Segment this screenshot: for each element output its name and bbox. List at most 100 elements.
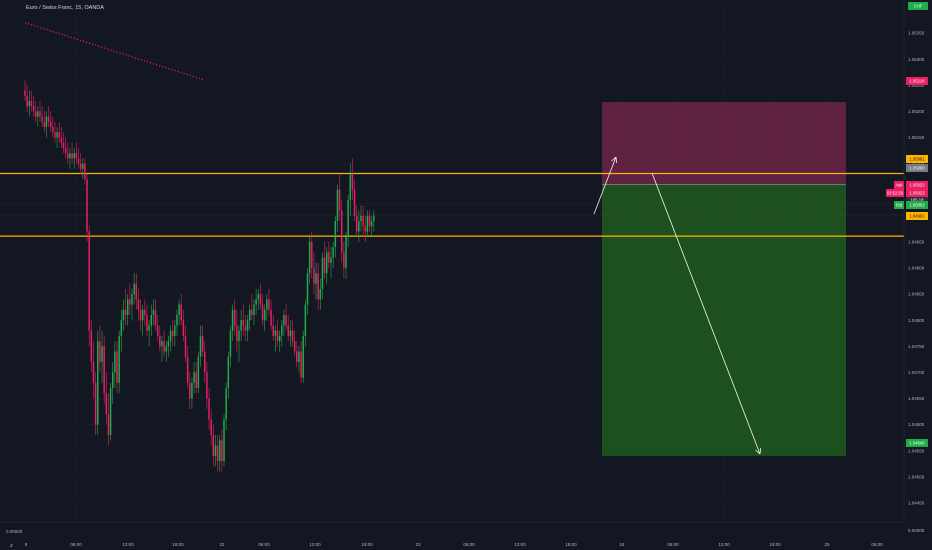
candle-body	[126, 299, 129, 315]
candle-body	[101, 346, 103, 362]
price-tick: 1.04450	[908, 501, 925, 506]
candle-body	[325, 252, 328, 274]
candle-body	[345, 236, 347, 268]
timezone-badge[interactable]: Z	[10, 543, 13, 548]
candle-body	[353, 189, 356, 216]
tag-last-label-bg	[894, 201, 904, 209]
candle-body	[146, 314, 148, 331]
time-tick: 23	[415, 542, 421, 547]
candle-body	[283, 314, 285, 326]
right-bottom-tick: 0.00000	[908, 528, 925, 533]
candle-body	[238, 330, 240, 342]
candle-body	[73, 153, 75, 159]
candle-body	[47, 116, 50, 122]
candle-body	[201, 335, 204, 352]
candle-body	[278, 335, 281, 342]
candle-body	[296, 351, 298, 362]
arrow-line	[593, 156, 617, 215]
time-tick: 06:00	[258, 542, 270, 547]
arrow-head	[755, 449, 761, 455]
time-tick: 18:00	[361, 542, 373, 547]
price-tick: 1.04650	[908, 396, 925, 401]
candle-body	[246, 320, 249, 331]
candle-body	[154, 309, 157, 326]
candle-body	[208, 398, 210, 420]
candle-body	[255, 299, 257, 305]
tag-upper-level: 1.05081	[906, 155, 928, 163]
time-tick: 06:00	[463, 542, 475, 547]
candle-body	[103, 346, 105, 394]
candle-body	[212, 435, 215, 456]
candle-body	[69, 153, 71, 159]
tag-ask-value: 1.05023	[909, 183, 925, 188]
candle-body	[191, 382, 193, 399]
candle-body	[43, 121, 46, 128]
candle-body	[328, 252, 330, 263]
time-tick: 12:00	[122, 542, 134, 547]
candle-body	[210, 419, 212, 436]
candle-body	[351, 174, 354, 190]
price-tick: 1.04800	[908, 318, 925, 323]
tag-stop: 1.05218	[906, 77, 928, 85]
candle-body	[107, 414, 110, 436]
price-tick: 1.05250	[908, 83, 925, 88]
candle-body	[319, 288, 322, 300]
candle-body	[77, 158, 80, 164]
candle-body	[298, 351, 300, 362]
candle-body	[195, 372, 197, 389]
candle-body	[317, 273, 319, 300]
candle-body	[139, 309, 142, 321]
candle-body	[227, 356, 230, 389]
tag-upper-level-bg	[906, 155, 928, 163]
candle-body	[180, 304, 182, 321]
candle-body	[223, 419, 225, 462]
tag-stop-bg	[906, 77, 928, 85]
candle-body	[268, 299, 270, 310]
candle-body	[28, 100, 31, 107]
candle-body	[116, 351, 118, 383]
tag-target-bg	[906, 439, 928, 447]
candle-body	[362, 215, 364, 227]
candle-body	[124, 309, 127, 315]
candle-body	[34, 111, 37, 117]
candle-body	[135, 283, 138, 300]
candle-body	[60, 137, 63, 143]
tag-entry-bg	[906, 164, 928, 172]
price-tick: 1.04850	[908, 292, 925, 297]
candle-body	[253, 304, 255, 315]
candle-body	[313, 268, 315, 284]
tag-stop-value: 1.05218	[909, 79, 925, 84]
candle-body	[360, 215, 362, 222]
candle-body	[169, 330, 172, 342]
candle-body	[30, 100, 33, 107]
candle-body	[225, 388, 227, 420]
candle-body	[90, 330, 93, 362]
candle-body	[193, 372, 195, 383]
candle-body	[302, 335, 304, 378]
candle-body	[109, 388, 112, 436]
candle-body	[97, 341, 99, 425]
arrow-head	[615, 156, 618, 164]
candle-body	[67, 153, 69, 159]
candle-body	[178, 304, 180, 315]
candle-body	[285, 314, 287, 326]
tag-ask-label: Ask	[896, 183, 904, 188]
time-tick: 9	[25, 542, 28, 547]
candle-body	[150, 314, 153, 326]
candle-body	[270, 309, 272, 326]
candle-body	[340, 210, 343, 253]
candle-body	[79, 163, 82, 169]
arrow-head	[611, 156, 617, 162]
candle-body	[306, 273, 309, 305]
tag-ask-label-bg	[894, 181, 904, 189]
candle-body	[114, 351, 116, 373]
time-axis[interactable]: 9 06:00 12:00 18:00 22 06:00 12:00 18:00 23 06:00…	[25, 542, 883, 547]
currency-badge[interactable]	[908, 2, 928, 10]
candle-body	[49, 121, 52, 128]
candle-body	[308, 241, 311, 274]
tag-last-label: Bid	[896, 203, 903, 208]
time-tick: 24	[619, 542, 625, 547]
candle-body	[336, 189, 339, 222]
candle-body	[347, 200, 349, 237]
